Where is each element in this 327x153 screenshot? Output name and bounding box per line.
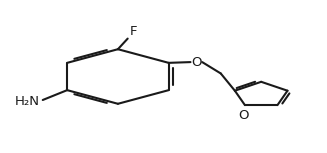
Text: H₂N: H₂N: [15, 95, 40, 108]
Text: O: O: [238, 109, 249, 122]
Text: O: O: [191, 56, 202, 69]
Text: F: F: [129, 25, 137, 38]
